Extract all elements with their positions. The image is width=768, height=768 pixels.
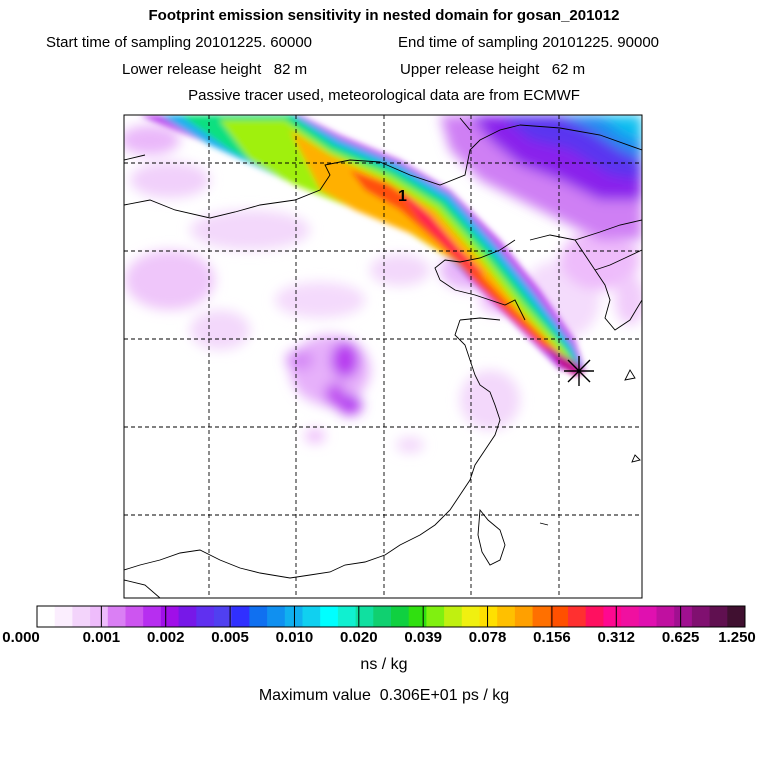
- colorbar-swatch: [320, 606, 339, 627]
- colorbar-swatch: [497, 606, 516, 627]
- colorbar-swatch: [178, 606, 197, 627]
- colorbar-tick-label: 0.001: [82, 629, 121, 646]
- colorbar-swatch: [391, 606, 410, 627]
- colorbar-tick-label: 0.000: [2, 629, 40, 646]
- colorbar-tick-label: 1.250: [718, 629, 756, 646]
- start-time: Start time of sampling 20101225. 60000: [46, 34, 313, 51]
- colorbar-swatch: [373, 606, 392, 627]
- colorbar-swatch: [638, 606, 657, 627]
- plume: [140, 115, 585, 376]
- colorbar-frame: [36, 605, 746, 628]
- colorbar-swatch: [249, 606, 268, 627]
- northeast-high-area: [440, 115, 642, 240]
- colorbar-swatch: [267, 606, 286, 627]
- colorbar-tick-label: 0.010: [275, 629, 314, 646]
- colorbar-swatch: [674, 606, 693, 627]
- colorbar-swatch: [444, 606, 463, 627]
- colorbar-swatch: [160, 606, 180, 627]
- map-frame: [123, 114, 643, 599]
- colorbar-tick-label: 0.005: [211, 629, 249, 646]
- colorbar-swatch: [125, 606, 144, 627]
- end-time: End time of sampling 20101225. 90000: [398, 34, 660, 51]
- colorbar-swatch: [426, 606, 445, 627]
- colorbar-tick-label: 0.078: [468, 629, 507, 646]
- colorbar-swatch: [514, 606, 534, 627]
- colorbar-swatch: [231, 606, 250, 627]
- colorbar-swatch: [461, 606, 480, 627]
- colorbar-tick-label: 0.312: [597, 629, 636, 646]
- colorbar-swatch: [143, 606, 162, 627]
- colorbar-swatch: [214, 606, 233, 627]
- colorbar-swatch: [532, 606, 551, 627]
- colorbar-swatch: [337, 606, 357, 627]
- colorbar-swatch: [284, 606, 303, 627]
- sensitivity-field: [124, 115, 642, 598]
- colorbar-swatch: [302, 606, 321, 627]
- tracer-note: Passive tracer used, meteorological data…: [188, 87, 580, 104]
- colorbar-tick-label: 0.625: [661, 629, 700, 646]
- colorbar-tick-label: 0.002: [146, 629, 185, 646]
- plot-title: Footprint emission sensitivity in nested…: [148, 7, 620, 24]
- colorbar-swatch: [656, 606, 675, 627]
- release-site-marker: [564, 356, 594, 386]
- colorbar-unit: ns / kg: [360, 656, 408, 673]
- lat-lon-grid: [124, 115, 642, 598]
- colorbar-swatch: [479, 606, 498, 627]
- maximum-value: Maximum value 0.306E+01 ps / kg: [258, 687, 510, 704]
- colorbar-swatch: [727, 606, 746, 627]
- colorbar-swatch: [621, 606, 640, 627]
- colorbar-swatch: [107, 606, 126, 627]
- colorbar-swatch: [585, 606, 604, 627]
- colorbar-swatch: [90, 606, 109, 627]
- colorbar-swatch: [54, 606, 73, 627]
- colorbar-tick-label: 0.020: [340, 629, 378, 646]
- colorbar-swatch: [691, 606, 711, 627]
- colorbar-tick-label: 0.156: [533, 629, 571, 646]
- colorbar: [36, 605, 746, 628]
- colorbar-swatch: [709, 606, 728, 627]
- colorbar-swatch: [408, 606, 427, 627]
- coastlines: [124, 117, 642, 598]
- colorbar-swatch: [568, 606, 587, 627]
- upper-release-height: Upper release height 62 m: [400, 61, 586, 78]
- colorbar-swatch: [603, 606, 622, 627]
- colorbar-swatch: [37, 606, 56, 627]
- plume-label: 1: [398, 188, 407, 205]
- colorbar-swatch: [196, 606, 215, 627]
- low-sensitivity-patches: [124, 125, 642, 453]
- colorbar-tick-label: 0.039: [404, 629, 442, 646]
- lower-release-height: Lower release height 82 m: [122, 61, 308, 78]
- colorbar-swatch: [72, 606, 91, 627]
- colorbar-swatch: [550, 606, 569, 627]
- colorbar-swatch: [355, 606, 374, 627]
